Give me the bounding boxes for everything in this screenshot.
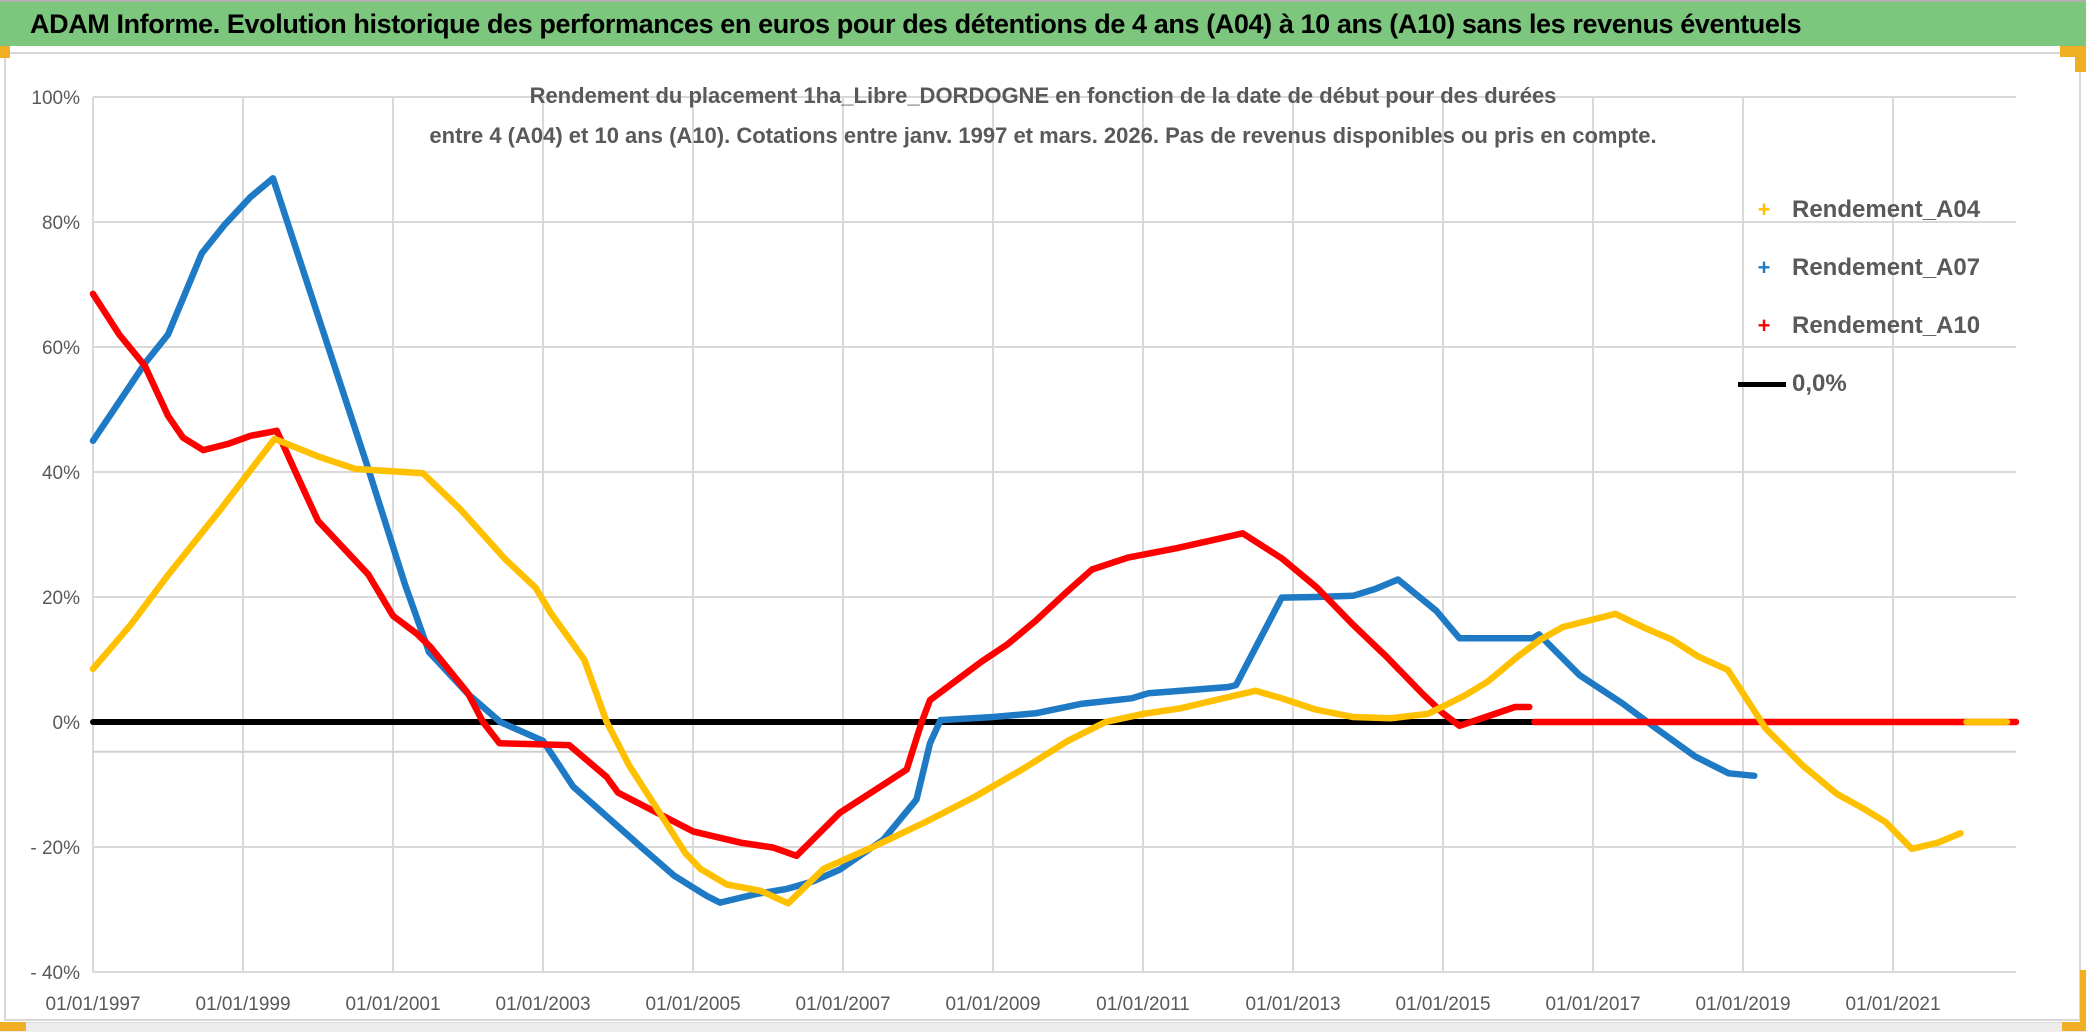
legend-label: Rendement_A10 bbox=[1792, 312, 1981, 339]
bottom-scroll-strip[interactable] bbox=[0, 1022, 2086, 1032]
header-bar: ADAM Informe. Evolution historique des p… bbox=[0, 2, 2086, 46]
legend-label: Rendement_A07 bbox=[1792, 254, 1981, 281]
legend-item-rendement-a10[interactable]: + Rendement_A10 bbox=[1738, 312, 1981, 340]
plus-marker-icon: + bbox=[1757, 313, 1771, 338]
plus-marker-icon: + bbox=[1757, 197, 1771, 222]
chart-legend: + Rendement_A04 + Rendement_A07 + Rendem… bbox=[1738, 196, 1980, 428]
legend-label: Rendement_A04 bbox=[1792, 196, 1981, 223]
gold-corner-top-right-vertical bbox=[2075, 46, 2086, 72]
plus-marker-icon: + bbox=[1757, 255, 1771, 280]
gold-corner-bottom-right bbox=[2062, 1022, 2086, 1031]
legend-label: 0,0% bbox=[1792, 370, 1847, 397]
header-title: ADAM Informe. Evolution historique des p… bbox=[30, 9, 1802, 39]
legend-item-rendement-a04[interactable]: + Rendement_A04 bbox=[1738, 196, 1981, 224]
chart-title: Rendement du placement 1ha_Libre_DORDOGN… bbox=[0, 76, 2086, 156]
chart-title-line1: Rendement du placement 1ha_Libre_DORDOGN… bbox=[529, 83, 1557, 108]
window-top-edge bbox=[0, 0, 2086, 2]
gold-corner-top-left bbox=[0, 46, 10, 58]
gold-corner-bottom-left bbox=[0, 1022, 26, 1031]
gold-edge-bottom-right bbox=[2080, 970, 2086, 1031]
chart-title-line2: entre 4 (A04) et 10 ans (A10). Cotations… bbox=[429, 123, 1657, 148]
legend-item-rendement-a07[interactable]: + Rendement_A07 bbox=[1738, 254, 1981, 282]
legend-item-zero-line[interactable]: 0,0% bbox=[1738, 370, 1980, 398]
gold-corner-top-right bbox=[2060, 46, 2086, 57]
black-line-swatch-icon bbox=[1738, 381, 1786, 387]
